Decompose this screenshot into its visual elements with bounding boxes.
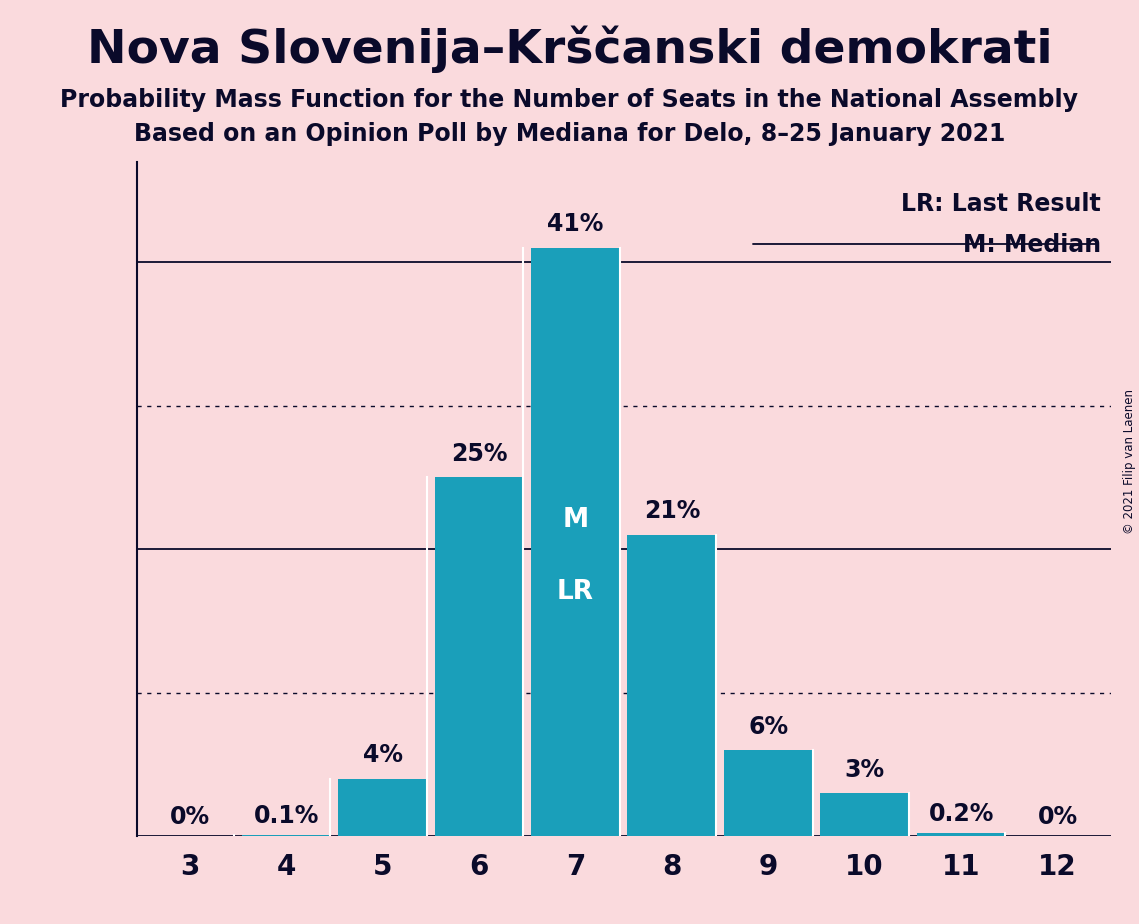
- Text: © 2021 Filip van Laenen: © 2021 Filip van Laenen: [1123, 390, 1136, 534]
- Bar: [338, 779, 427, 836]
- Text: 41%: 41%: [547, 213, 604, 237]
- Bar: [724, 750, 812, 836]
- Text: 6%: 6%: [748, 714, 788, 738]
- Text: 4%: 4%: [362, 743, 402, 767]
- Text: 3%: 3%: [845, 758, 885, 782]
- Text: 0.1%: 0.1%: [254, 804, 319, 828]
- Text: Probability Mass Function for the Number of Seats in the National Assembly: Probability Mass Function for the Number…: [60, 88, 1079, 112]
- Bar: [531, 248, 620, 836]
- Text: Nova Slovenija–Krščanski demokrati: Nova Slovenija–Krščanski demokrati: [87, 26, 1052, 73]
- Text: LR: Last Result: LR: Last Result: [901, 192, 1100, 216]
- Bar: [820, 793, 909, 836]
- Text: 21%: 21%: [644, 499, 700, 523]
- Text: M: M: [563, 507, 589, 533]
- Bar: [241, 834, 330, 836]
- Bar: [917, 833, 1006, 836]
- Text: Based on an Opinion Poll by Mediana for Delo, 8–25 January 2021: Based on an Opinion Poll by Mediana for …: [133, 122, 1006, 146]
- Text: 25%: 25%: [451, 442, 507, 466]
- Bar: [628, 535, 716, 836]
- Text: LR: LR: [557, 579, 593, 605]
- Text: 0.2%: 0.2%: [928, 802, 993, 826]
- Text: 0%: 0%: [1038, 805, 1077, 829]
- Text: M: Median: M: Median: [962, 233, 1100, 257]
- Text: 0%: 0%: [170, 805, 210, 829]
- Bar: [435, 478, 523, 836]
